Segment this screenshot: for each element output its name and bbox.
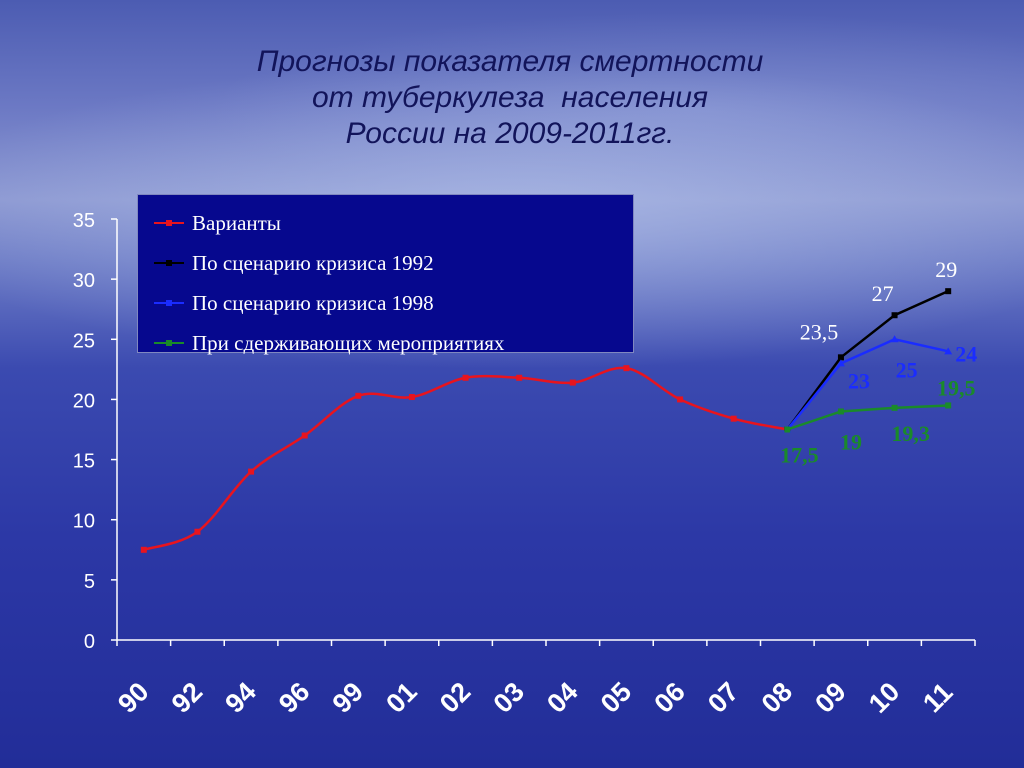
series-line-green [786,404,949,431]
legend-swatch-blue [154,294,184,312]
legend-label: Варианты [192,210,281,235]
legend-item-crisis-1998: По сценарию кризиса 1998 [138,283,633,323]
x-tick-label: 02 [434,676,476,718]
title-line-3: России на 2009-2011гг. [345,117,675,150]
data-point-red [140,546,147,553]
data-point-blue [944,347,953,355]
y-tick-label: 35 [73,210,95,232]
x-tick-label: 04 [541,676,583,718]
data-point-red [569,379,576,386]
y-tick-label: 20 [73,390,95,412]
x-tick-label: 99 [327,676,369,718]
data-point-blue [836,359,845,367]
data-point-red [248,468,255,475]
y-tick-label: 10 [73,511,95,533]
data-point-green [945,402,952,409]
data-point-red [355,392,362,399]
data-label-black: 23,5 [800,319,839,344]
data-point-red [408,394,415,401]
series-line-blue [786,337,949,431]
x-tick-label: 05 [595,676,637,718]
y-tick-label: 0 [84,631,95,653]
series-line-variants [143,366,788,551]
x-tick-label: 90 [112,676,154,718]
data-label-green: 19,5 [937,375,976,400]
x-tick-label: 10 [863,676,905,718]
y-tick-label: 30 [73,270,95,292]
data-label-green: 19 [840,429,862,454]
data-point-red [623,365,630,372]
data-label-blue: 25 [896,357,918,382]
data-label-blue: 24 [955,341,977,366]
legend-item-variants: Варианты [138,203,633,243]
data-point-red [194,528,201,535]
legend-label: При сдерживающих мероприятиях [192,330,505,355]
data-point-red [677,396,684,403]
y-tick-label: 25 [73,330,95,352]
x-tick-label: 94 [219,676,261,718]
x-tick-label: 01 [380,676,422,718]
data-label-black: 29 [935,257,957,282]
slide-title: Прогнозы показателя смертности от туберк… [180,44,840,152]
x-tick-label: 09 [809,676,851,718]
data-point-black [891,312,898,319]
legend-swatch-black [154,254,184,272]
x-tick-label: 92 [166,676,208,718]
title-line-1: Прогнозы показателя смертности [256,45,764,78]
x-tick-label: 07 [702,676,744,718]
x-tick-label: 06 [648,676,690,718]
legend-item-restraining: При сдерживающих мероприятиях [138,323,633,363]
legend-swatch-green [154,334,184,352]
data-label-black: 27 [872,281,894,306]
data-label-green: 19,3 [891,421,930,446]
y-tick-label: 5 [84,571,95,593]
data-point-black [837,354,844,361]
legend-label: По сценарию кризиса 1992 [192,250,434,275]
data-point-blue [890,335,899,343]
data-point-red [301,432,308,439]
title-line-2: от туберкулеза населения [311,81,708,114]
legend-item-crisis-1992: По сценарию кризиса 1992 [138,243,633,283]
data-point-red [516,374,523,381]
data-point-green [837,408,844,415]
data-point-red [730,415,737,422]
x-tick-label: 11 [917,677,958,718]
legend-swatch-red [154,214,184,232]
legend-label: По сценарию кризиса 1998 [192,290,434,315]
data-label-blue: 23 [848,368,870,393]
x-tick-label: 03 [488,676,530,718]
data-point-green [784,426,791,433]
y-tick-label: 15 [73,451,95,473]
chart-legend: Варианты По сценарию кризиса 1992 По сце… [137,194,634,355]
data-point-red [462,374,469,381]
data-point-green [891,404,898,411]
data-point-black [945,288,952,295]
data-label-green: 17,5 [780,443,819,468]
series-line-black [786,290,949,431]
x-tick-label: 08 [756,676,798,718]
x-tick-label: 96 [273,676,315,718]
